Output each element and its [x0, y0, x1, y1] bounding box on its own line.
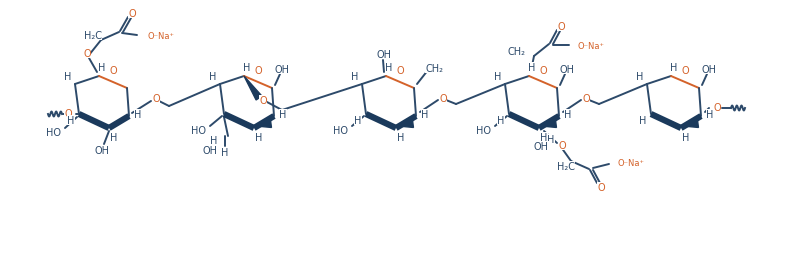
Text: H: H	[639, 116, 646, 125]
Text: OH: OH	[377, 50, 391, 60]
Text: H: H	[706, 109, 714, 120]
Text: O⁻Na⁺: O⁻Na⁺	[147, 31, 174, 40]
Text: O: O	[539, 66, 547, 76]
Text: O: O	[83, 49, 91, 59]
Text: O: O	[558, 140, 566, 150]
Text: HO: HO	[191, 125, 206, 135]
Text: H: H	[210, 72, 217, 82]
Text: H: H	[540, 133, 548, 142]
Text: H: H	[564, 109, 572, 120]
Text: O⁻Na⁺: O⁻Na⁺	[617, 159, 644, 168]
Text: O: O	[597, 182, 605, 192]
Text: H: H	[494, 72, 502, 82]
Text: O: O	[396, 66, 404, 76]
Text: O: O	[254, 66, 262, 76]
Text: O: O	[582, 94, 590, 104]
Polygon shape	[244, 77, 262, 101]
Text: H: H	[64, 72, 72, 82]
Text: H: H	[547, 134, 554, 145]
Text: OH: OH	[274, 65, 290, 75]
Polygon shape	[398, 121, 414, 128]
Text: CH₂: CH₂	[508, 47, 526, 57]
Text: OH: OH	[702, 65, 717, 75]
Text: H: H	[682, 133, 690, 142]
Text: H: H	[351, 72, 358, 82]
Text: O: O	[128, 9, 136, 19]
Text: O: O	[713, 103, 721, 113]
Text: CH₂: CH₂	[425, 64, 443, 74]
Text: O: O	[681, 66, 689, 76]
Text: HO: HO	[476, 125, 491, 135]
Text: H: H	[386, 63, 393, 73]
Text: O: O	[152, 94, 160, 104]
Text: H: H	[67, 116, 74, 125]
Text: O: O	[439, 94, 447, 104]
Text: H: H	[670, 63, 678, 73]
Text: H: H	[210, 135, 218, 146]
Text: H: H	[398, 133, 405, 142]
Text: H: H	[498, 116, 505, 125]
Text: H: H	[422, 109, 429, 120]
Text: O: O	[109, 66, 117, 76]
Text: OH: OH	[559, 65, 574, 75]
Text: H: H	[528, 63, 536, 73]
Text: O: O	[557, 22, 565, 32]
Text: H: H	[279, 109, 286, 120]
Text: H: H	[243, 63, 250, 73]
Text: OH: OH	[94, 146, 110, 155]
Text: H₂C: H₂C	[84, 31, 102, 41]
Text: O: O	[64, 108, 72, 119]
Text: OH: OH	[534, 141, 549, 151]
Text: H: H	[636, 72, 644, 82]
Text: H: H	[222, 147, 229, 157]
Text: HO: HO	[333, 125, 348, 135]
Text: H: H	[134, 109, 142, 120]
Polygon shape	[683, 121, 698, 128]
Text: O: O	[259, 96, 267, 106]
Polygon shape	[541, 121, 557, 128]
Text: H₂C: H₂C	[557, 161, 575, 171]
Text: H: H	[255, 133, 262, 142]
Text: H: H	[354, 116, 362, 125]
Polygon shape	[256, 121, 271, 128]
Text: HO: HO	[46, 128, 61, 137]
Text: H: H	[98, 63, 106, 73]
Text: OH: OH	[202, 146, 218, 155]
Text: O⁻Na⁺: O⁻Na⁺	[577, 41, 604, 50]
Text: H: H	[110, 133, 118, 142]
